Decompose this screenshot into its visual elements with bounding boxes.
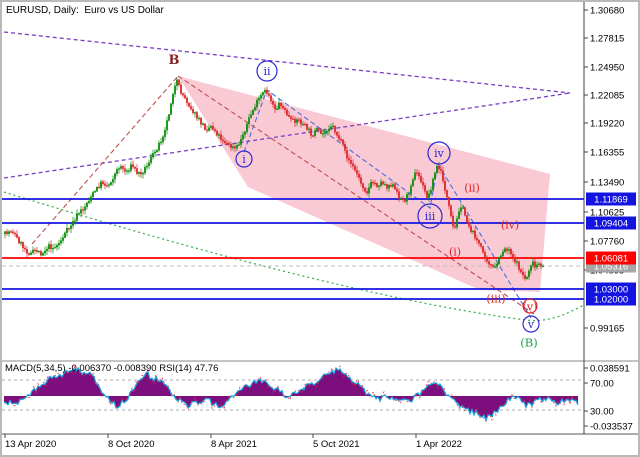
candles: [4, 77, 544, 281]
blue-wave-zigzag: [243, 89, 532, 319]
wave-label-(ii): (ii): [464, 182, 480, 195]
svg-text:1.02000: 1.02000: [594, 295, 628, 306]
axis-tick-label: 1.10625: [590, 208, 624, 219]
axis-tick-label: 1.07760: [590, 237, 624, 248]
axis-tick-label: 1.27815: [590, 34, 624, 45]
axis-tick-label: 1.16355: [590, 148, 624, 159]
price-box-1.06081: [586, 251, 636, 265]
red-decline-line: [177, 75, 535, 315]
date-label: 5 Oct 2021: [313, 439, 359, 450]
axis-tick-label: 0.99165: [590, 324, 624, 335]
date-label: 13 Apr 2020: [5, 439, 56, 450]
time-axis: 13 Apr 2020 8 Oct 2020 8 Apr 2021 5 Oct 202…: [4, 434, 462, 450]
wave-label-(iii): (iii): [486, 293, 505, 306]
svg-text:1.09404: 1.09404: [594, 219, 628, 230]
indicator-panel: [2, 364, 584, 423]
axis-tick-label: 1.19220: [590, 119, 624, 130]
rsi-line: [3, 366, 579, 423]
chart-title: EURUSD, Daily: Euro vs US Dollar: [6, 5, 164, 16]
wave-label-B-green: (B): [520, 336, 537, 350]
wave-label-ii: ii: [263, 65, 271, 78]
svg-text:1.05316: 1.05316: [594, 262, 628, 273]
wave-label-iv: iv: [434, 147, 445, 160]
upper-purple-trendline: [3, 31, 571, 94]
wave-label-iii: iii: [425, 210, 436, 223]
price-box-1.03000: [586, 282, 636, 296]
axis-tick-label: 1.24950: [590, 63, 624, 74]
trendlines: [3, 31, 585, 322]
svg-text:1.11869: 1.11869: [594, 195, 628, 206]
wave-circle-ii: [256, 60, 278, 82]
axis-tick-label: 70.00: [590, 379, 614, 390]
red-rally-line: [31, 75, 179, 245]
wave-label-i: i: [242, 153, 246, 166]
indicator-fill: [4, 367, 578, 421]
wave-label-B: B: [169, 53, 180, 68]
wave-label-v: v: [527, 318, 535, 331]
axis-tick-label: 30.00: [590, 407, 614, 418]
price-box-1.11869: [586, 192, 636, 206]
wave-circle-iv: [427, 141, 451, 165]
lower-purple-trendline: [3, 92, 571, 179]
date-label: 8 Oct 2020: [108, 439, 154, 450]
axis-tick-label: 1.22085: [590, 91, 624, 102]
wave-circle-iii: [417, 203, 443, 229]
svg-text:1.03000: 1.03000: [594, 285, 628, 296]
pink-projection-zone: [178, 76, 550, 292]
green-support-curve: [3, 191, 585, 322]
axis-tick-label: -0.033537: [590, 422, 633, 433]
axis-tick-label: 1.30680: [590, 6, 624, 17]
price-box-1.02000: [586, 292, 636, 306]
date-label: 8 Apr 2021: [211, 439, 257, 450]
wave-circle-v: [522, 315, 540, 333]
axis-tick-label: 0.038591: [590, 364, 630, 375]
wave-circle-i: [235, 150, 253, 168]
wave-label-(i): (i): [449, 246, 461, 259]
price-box-1.09404: [586, 216, 636, 230]
wave-label-(iv): (iv): [501, 219, 519, 232]
axis-tick-label: 1.13490: [590, 178, 624, 189]
svg-text:1.06081: 1.06081: [594, 254, 628, 265]
price-level-boxes: 1.05316 1.11869 1.09404 1.06081 1.030001.020…: [586, 192, 636, 306]
wave-label-(v): (v): [523, 301, 538, 314]
date-label: 1 Apr 2022: [416, 439, 462, 450]
indicator-label: MACD(5,34,5) -0.006370 -0.008390 RSI(14)…: [5, 363, 219, 374]
